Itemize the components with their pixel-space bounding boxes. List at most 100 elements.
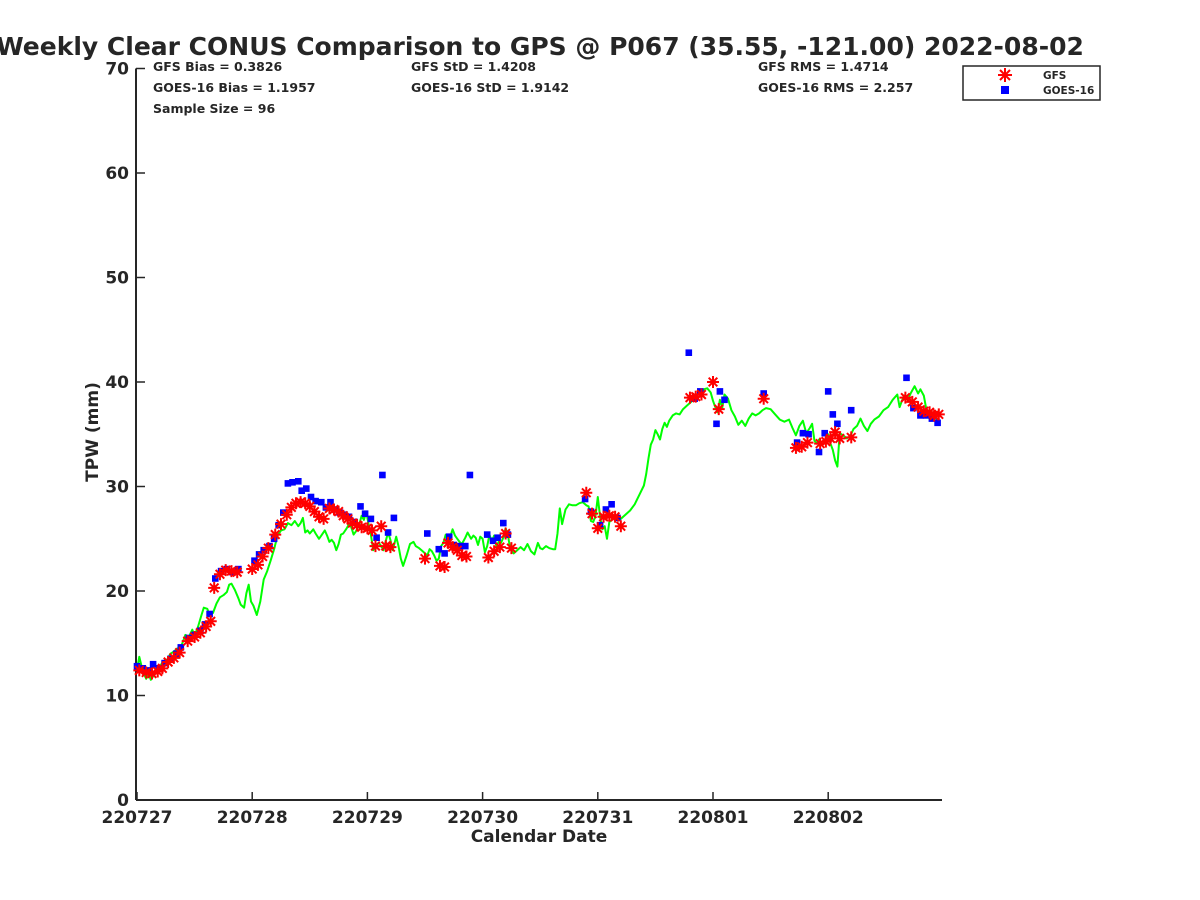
goes-point-83	[903, 374, 910, 382]
legend: GFS GOES-16	[962, 65, 1101, 101]
gfs-point-8	[181, 635, 194, 648]
gfs-point-85	[917, 405, 930, 418]
goes-point-58	[494, 534, 501, 541]
legend-goes-marker	[1001, 86, 1009, 94]
x-axis-label: Calendar Date	[471, 827, 608, 847]
gfs-point-14	[213, 568, 226, 581]
goes-point-44	[373, 534, 380, 541]
goes-point-50	[441, 550, 448, 557]
gfs-point-64	[603, 509, 616, 522]
gfs-point-57	[493, 541, 506, 554]
goes-point-18	[235, 565, 242, 573]
goes-point-34	[322, 504, 330, 511]
goes-point-80	[829, 411, 837, 418]
legend-gfs-label: GFS	[1043, 70, 1066, 82]
goes-point-32	[312, 497, 319, 505]
goes-point-45	[379, 471, 386, 479]
goes-point-82	[847, 406, 855, 414]
goes-point-77	[815, 448, 823, 456]
gfs-point-22	[269, 528, 282, 541]
gfs-point-63	[597, 510, 610, 523]
gfs-point-55	[482, 551, 495, 564]
gfs-point-3	[151, 665, 164, 678]
goes-point-75	[799, 429, 807, 437]
gfs-point-10	[194, 626, 207, 639]
gfs-point-47	[419, 552, 431, 565]
gfs-point-70	[707, 376, 719, 388]
gfs-point-68	[689, 390, 702, 403]
gfs-point-54	[460, 550, 473, 563]
gfs-point-76	[814, 437, 827, 450]
goes-point-55	[466, 471, 474, 479]
goes-point-51	[445, 533, 453, 540]
goes-point-53	[456, 542, 463, 550]
gfs-point-77	[819, 435, 832, 448]
gfs-point-87	[928, 409, 941, 422]
gfs-point-66	[614, 520, 627, 533]
goes-point-30	[303, 485, 310, 492]
y-tick-label-50: 50	[105, 269, 129, 289]
goes-point-81	[834, 420, 841, 428]
gfs-point-40	[355, 521, 368, 534]
gfs-point-59	[505, 542, 518, 555]
legend-gfs-marker	[998, 68, 1012, 82]
goes-point-88	[934, 419, 941, 427]
gfs-point-6	[167, 651, 180, 664]
goes-point-3	[149, 660, 157, 668]
legend-goes-label: GOES-16	[1043, 85, 1094, 97]
goes-point-48	[424, 530, 431, 537]
gfs-point-20	[256, 550, 269, 563]
gfs-point-1	[140, 666, 153, 679]
stat-sample-size: Sample Size = 96	[153, 101, 275, 116]
gfs-point-52	[451, 544, 464, 557]
gfs-point-32	[317, 512, 330, 525]
gfs-point-17	[231, 566, 244, 579]
chart-title: Weekly Clear CONUS Comparison to GPS @ P…	[0, 32, 1084, 61]
goes-point-49	[435, 545, 443, 553]
gfs-point-29	[303, 500, 316, 513]
goes-point-65	[608, 501, 615, 508]
gfs-point-26	[289, 497, 302, 510]
gfs-point-49	[438, 560, 451, 573]
gfs-point-23	[275, 518, 287, 531]
goes-point-70	[713, 420, 720, 428]
gfs-point-75	[801, 436, 814, 449]
gfs-point-24	[280, 508, 293, 521]
goes-point-26	[284, 480, 292, 487]
gfs-point-5	[162, 656, 175, 669]
stat-gfs-std: GFS StD = 1.4208	[411, 59, 536, 74]
goes-point-71	[716, 388, 724, 395]
gfs-point-13	[208, 581, 221, 594]
x-tick-label-220801: 220801	[678, 808, 749, 828]
gfs-point-74	[795, 440, 808, 453]
goes-point-21	[260, 546, 267, 554]
plot-area: 0 10 20 30 40 50 60 70 220727 220728 220729 220730 2…	[102, 60, 945, 828]
gfs-point-21	[262, 542, 275, 555]
goes-point-14	[212, 575, 219, 582]
gfs-point-43	[369, 540, 382, 553]
gfs-point-83	[906, 395, 919, 408]
y-tick-label-10: 10	[105, 687, 129, 707]
x-tick-label-220802: 220802	[793, 808, 864, 828]
gfs-point-42	[366, 524, 379, 537]
goes-point-43	[367, 515, 375, 523]
y-tick-label-0: 0	[117, 791, 129, 811]
series-line-gps	[136, 385, 941, 681]
goes-point-57	[489, 537, 497, 545]
gfs-point-9	[188, 630, 201, 643]
gfs-point-45	[379, 540, 392, 553]
x-tick-label-220727: 220727	[102, 808, 173, 828]
goes-point-76	[805, 430, 812, 438]
goes-point-8	[177, 644, 185, 651]
gfs-point-12	[204, 615, 217, 628]
goes-point-23	[270, 535, 278, 543]
gfs-point-73	[789, 441, 802, 454]
goes-point-61	[581, 495, 589, 503]
gfs-point-51	[446, 541, 459, 554]
goes-point-64	[602, 506, 610, 513]
gfs-point-0	[133, 664, 146, 677]
gfs-point-56	[488, 545, 501, 558]
goes-point-13	[206, 610, 213, 618]
gfs-point-27	[294, 496, 307, 509]
gfs-point-48	[433, 559, 446, 572]
